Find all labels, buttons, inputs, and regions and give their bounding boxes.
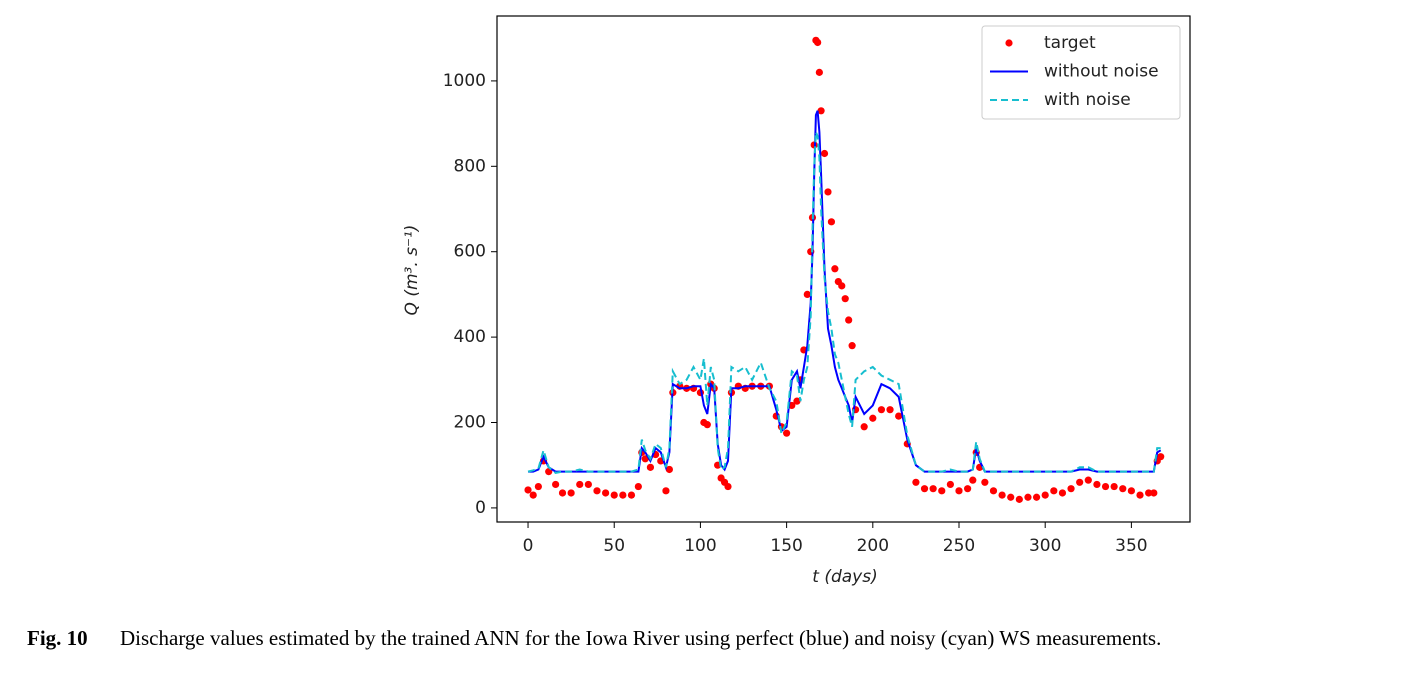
- target-point: [964, 485, 972, 493]
- target-point: [981, 478, 989, 486]
- target-point: [576, 480, 584, 489]
- target-point: [634, 482, 642, 491]
- target-point: [869, 414, 877, 422]
- target-point: [610, 491, 618, 499]
- x-tick-label: 350: [1115, 536, 1147, 556]
- target-point: [938, 487, 946, 495]
- target-point: [989, 487, 998, 495]
- y-tick-label: 0: [475, 498, 486, 518]
- target-point: [627, 491, 636, 499]
- target-point: [602, 489, 610, 497]
- target-point: [534, 482, 542, 491]
- target-point: [703, 421, 711, 429]
- target-point: [946, 480, 954, 489]
- target-point: [1007, 493, 1015, 501]
- target-point: [895, 412, 903, 420]
- target-point: [1084, 476, 1092, 484]
- target-point: [1119, 485, 1127, 493]
- y-tick-label: 200: [454, 413, 486, 433]
- target-point: [1127, 487, 1135, 495]
- y-tick-label: 600: [454, 242, 486, 262]
- legend-label: without noise: [1044, 62, 1159, 82]
- target-point: [1145, 489, 1153, 497]
- target-point: [529, 491, 537, 499]
- target-point: [1150, 489, 1158, 497]
- target-point: [783, 429, 791, 437]
- target-point: [1136, 491, 1144, 499]
- x-tick-label: 50: [603, 536, 625, 556]
- x-tick-label: 200: [857, 536, 889, 556]
- target-point: [1093, 480, 1101, 489]
- target-point: [955, 487, 963, 495]
- x-tick-label: 250: [943, 536, 975, 556]
- target-point: [820, 149, 829, 158]
- target-point: [619, 491, 627, 499]
- target-point: [815, 68, 823, 76]
- series-line: [527, 131, 1161, 474]
- y-tick-label: 800: [454, 156, 486, 176]
- axes-frame: [496, 15, 1191, 523]
- target-point: [877, 406, 886, 414]
- target-point: [1015, 495, 1023, 503]
- target-point: [848, 342, 856, 350]
- caption-label: Fig. 10: [27, 626, 88, 650]
- target-point: [1076, 478, 1084, 486]
- caption-text: Discharge values estimated by the traine…: [120, 626, 1161, 650]
- target-point: [845, 316, 853, 324]
- legend-marker: [1005, 39, 1013, 47]
- series-line: [528, 110, 1162, 473]
- legend-label: target: [1044, 33, 1096, 53]
- target-point: [814, 38, 822, 47]
- x-tick-label: 300: [1029, 536, 1061, 556]
- target-point: [1024, 493, 1032, 501]
- target-point: [929, 485, 937, 493]
- target-point: [1041, 491, 1049, 499]
- target-point: [824, 188, 832, 196]
- target-point: [558, 489, 567, 497]
- y-tick-label: 1000: [443, 71, 486, 91]
- x-tick-label: 0: [523, 536, 534, 556]
- target-point: [841, 295, 849, 303]
- target-point: [1101, 482, 1110, 491]
- target-point: [827, 218, 836, 226]
- target-point: [969, 476, 977, 484]
- target-point: [1050, 487, 1058, 495]
- legend-box: [981, 25, 1181, 120]
- y-tick-label: 400: [454, 327, 486, 347]
- target-point: [1157, 453, 1165, 461]
- x-tick-label: 100: [684, 536, 716, 556]
- target-point: [646, 463, 655, 471]
- target-point: [524, 486, 532, 494]
- target-point: [567, 489, 575, 497]
- target-point: [793, 397, 801, 405]
- target-point: [552, 480, 560, 489]
- target-point: [665, 465, 673, 474]
- target-point: [1032, 493, 1041, 501]
- target-point: [803, 290, 811, 299]
- target-point: [838, 282, 846, 290]
- y-axis-label: Q (m³. s⁻¹): [402, 225, 422, 316]
- target-point: [912, 478, 920, 486]
- target-point: [662, 487, 670, 495]
- target-point: [860, 423, 868, 431]
- target-point: [724, 482, 732, 491]
- legend-label: with noise: [1044, 90, 1131, 110]
- x-tick-label: 150: [770, 536, 802, 556]
- x-axis-label: t (days): [812, 567, 877, 587]
- target-point: [1058, 489, 1067, 497]
- target-point: [1067, 485, 1075, 493]
- target-point: [886, 406, 894, 414]
- target-point: [593, 487, 601, 495]
- target-point: [998, 491, 1006, 499]
- target-point: [817, 107, 825, 115]
- target-point: [920, 485, 929, 493]
- target-point: [831, 265, 839, 273]
- target-point: [584, 480, 592, 489]
- target-point: [1110, 482, 1118, 491]
